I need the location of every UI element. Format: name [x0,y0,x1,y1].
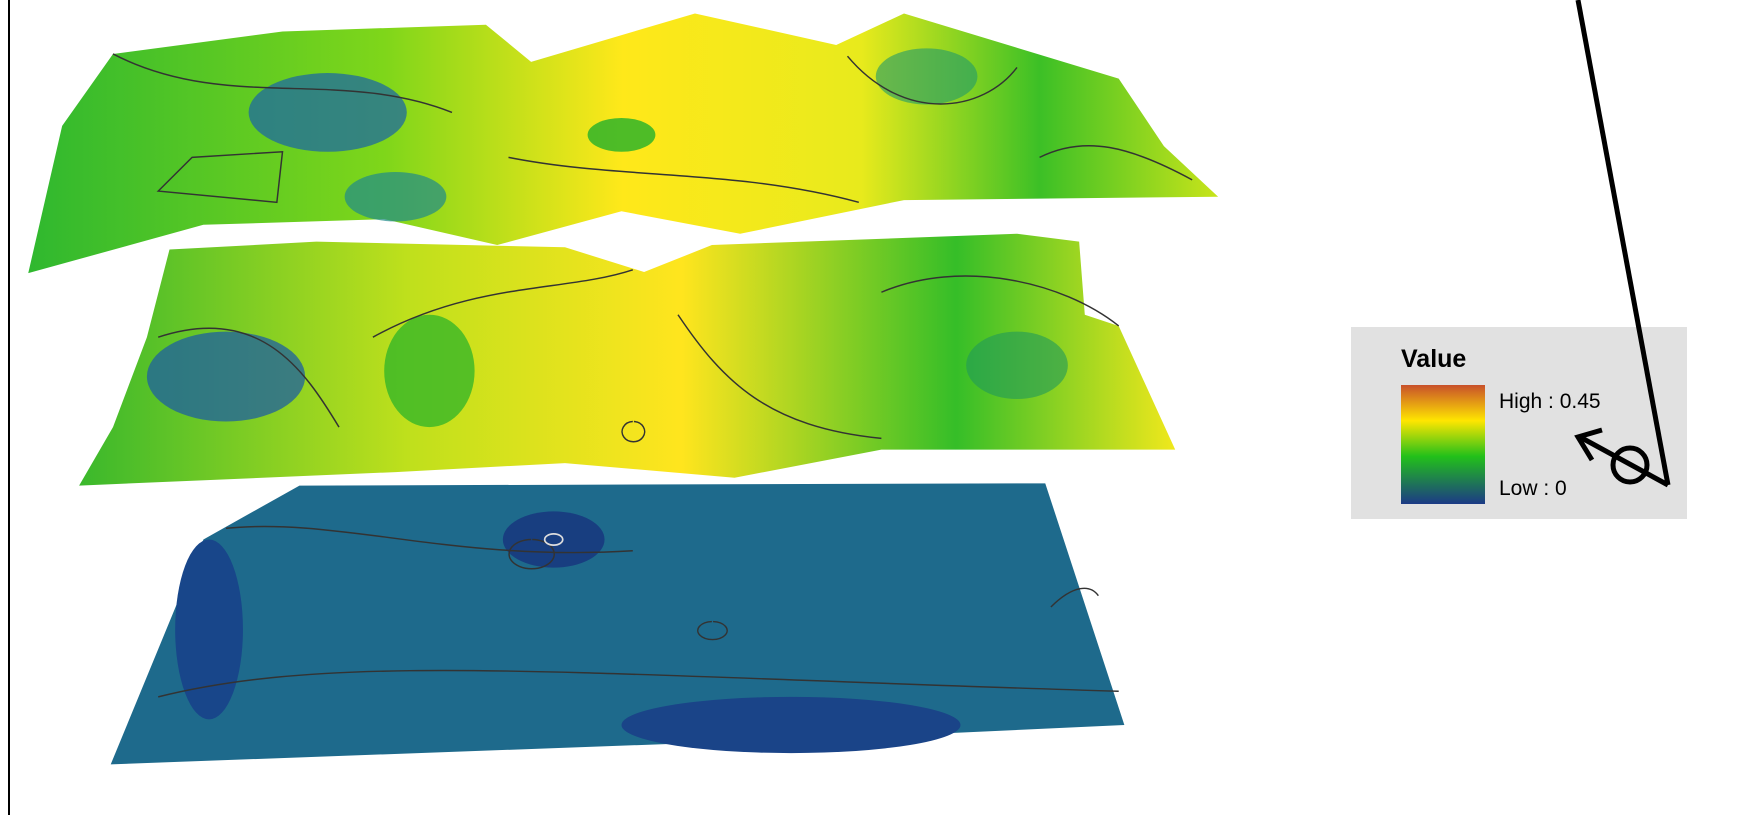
low-spot [384,314,475,428]
low-spot [175,539,243,720]
contour [157,269,1120,443]
low-spot [502,511,605,568]
low-spot [587,118,656,152]
surface-bottom [110,483,1125,765]
legend-title: Value [1401,345,1466,373]
surfaces [28,13,1219,765]
legend-low-label: Low : 0 [1499,477,1567,500]
low-spot [621,696,961,754]
surface-middle [79,233,1176,486]
low-spot [146,331,306,422]
legend-high-label: High : 0.45 [1499,390,1601,413]
contour [158,525,1119,698]
contour [112,53,1193,204]
north-arrow [1574,0,1671,488]
low-spot [966,331,1068,400]
legend-ramp [1401,385,1485,504]
low-spot [875,48,978,105]
contour [543,533,564,546]
low-spot [248,73,407,152]
low-spot [344,171,447,222]
